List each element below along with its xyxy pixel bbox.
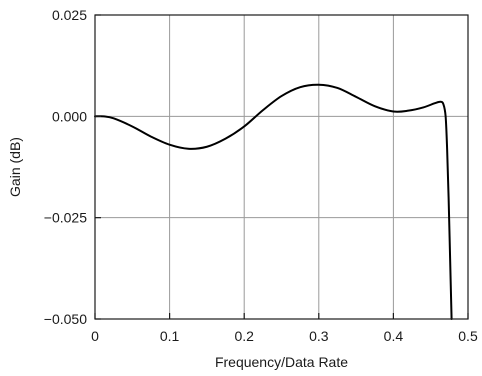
- x-tick-label: 0.2: [234, 328, 254, 344]
- y-tick-label: −0.025: [44, 210, 87, 226]
- x-tick-label: 0.3: [309, 328, 329, 344]
- x-tick-label: 0.5: [458, 328, 478, 344]
- curve-layer: [94, 83, 453, 320]
- grid-layer: [95, 15, 468, 319]
- y-tick-label: 0.000: [52, 108, 87, 124]
- tick-layer: [94, 14, 469, 320]
- x-tick-label: 0: [91, 328, 99, 344]
- x-tick-label: 0.1: [160, 328, 180, 344]
- x-axis-title: Frequency/Data Rate: [215, 354, 348, 370]
- plot-frame: [94, 14, 469, 320]
- x-tick-label: 0.4: [384, 328, 404, 344]
- y-tick-label: −0.050: [44, 311, 87, 327]
- y-axis-title: Gain (dB): [7, 137, 23, 197]
- y-tick-label: 0.025: [52, 7, 87, 23]
- gain-curve: [94, 83, 453, 320]
- tick-label-layer: 0 0.1 0.2 0.3 0.4 0.5 0.025 0.000 −0.025 −0.050: [44, 7, 478, 344]
